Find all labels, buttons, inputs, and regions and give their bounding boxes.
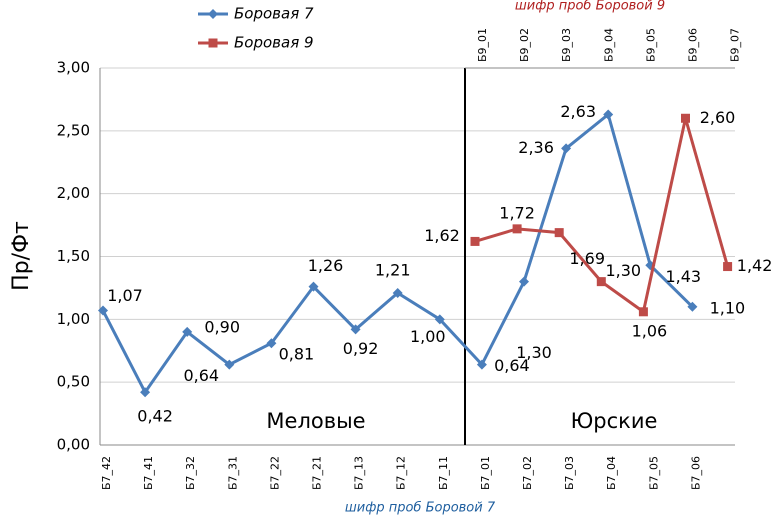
- marker: [476, 359, 487, 370]
- legend-marker: [208, 9, 218, 19]
- x-tick-label: Б7_03: [563, 456, 576, 490]
- x-axis-title: шифр проб Боровой 7: [345, 501, 496, 516]
- data-label: 1,00: [410, 327, 446, 346]
- marker: [182, 326, 193, 337]
- x-tick-label: Б7_31: [226, 456, 239, 490]
- data-label: 2,60: [700, 108, 736, 127]
- marker: [350, 324, 361, 335]
- marker: [308, 281, 319, 292]
- data-label: 1,42: [737, 256, 773, 275]
- marker: [723, 262, 733, 272]
- marker: [638, 307, 648, 317]
- data-label: 1,72: [499, 203, 535, 222]
- marker: [681, 113, 690, 123]
- x-tick-label: Б7_41: [142, 456, 155, 490]
- x-tick-label: Б7_02: [521, 456, 534, 490]
- x-tick-label: Б7_06: [689, 456, 702, 490]
- marker: [603, 109, 614, 120]
- x2-tick-label: Б9_04: [602, 28, 615, 62]
- marker: [392, 287, 403, 298]
- data-label: 0,42: [137, 407, 173, 426]
- data-label: 0,64: [183, 366, 219, 385]
- y-tick-label: 3,00: [57, 59, 90, 77]
- y-tick-label: 1,50: [57, 247, 90, 265]
- y-tick-label: 1,00: [57, 310, 90, 328]
- x-tick-label: Б7_32: [184, 456, 197, 490]
- marker: [266, 338, 277, 349]
- data-label: 1,07: [107, 286, 143, 305]
- y-tick-label: 2,50: [57, 121, 90, 139]
- marker: [687, 301, 698, 312]
- x-tick-label: Б7_12: [395, 456, 408, 490]
- marker: [512, 224, 522, 234]
- x-tick-label: Б7_11: [437, 456, 450, 490]
- data-label: 1,06: [632, 321, 668, 340]
- x2-tick-label: Б9_03: [560, 28, 573, 62]
- x2-tick-label: Б9_05: [644, 28, 657, 62]
- marker: [596, 277, 606, 287]
- data-label: 1,30: [516, 343, 552, 362]
- x2-axis-title: шифр проб Боровой 9: [515, 0, 665, 14]
- data-label: 1,30: [605, 261, 641, 280]
- data-label: 2,36: [518, 138, 554, 157]
- marker: [470, 236, 480, 246]
- data-label: 1,69: [569, 249, 605, 268]
- x-tick-label: Б7_21: [311, 456, 324, 490]
- x-tick-label: Б7_22: [268, 456, 281, 490]
- x-tick-label: Б7_04: [605, 456, 618, 490]
- legend-label: Боровая 7: [234, 5, 314, 23]
- x2-tick-label: Б9_06: [687, 28, 700, 62]
- marker: [554, 228, 564, 238]
- data-label: 0,81: [279, 345, 315, 364]
- marker: [561, 143, 572, 154]
- data-label: 0,64: [494, 356, 530, 375]
- y-axis-title: Пр/Фт: [9, 221, 34, 291]
- data-label: 1,43: [665, 267, 701, 286]
- marker: [224, 359, 235, 370]
- data-label: 1,21: [375, 260, 411, 279]
- x-tick-label: Б7_05: [647, 456, 660, 490]
- x2-tick-label: Б9_01: [476, 28, 489, 62]
- y-tick-label: 0,50: [57, 373, 90, 391]
- x2-tick-label: Б9_07: [729, 28, 742, 62]
- data-label: 1,62: [424, 226, 460, 245]
- data-label: 1,26: [308, 256, 344, 275]
- annotation: Юрские: [571, 409, 658, 433]
- x-tick-label: Б7_13: [353, 456, 366, 490]
- data-label: 0,92: [343, 339, 379, 358]
- annotation: Меловые: [266, 409, 365, 433]
- data-label: 1,10: [710, 298, 746, 317]
- marker: [519, 276, 529, 287]
- x2-tick-label: Б9_02: [518, 28, 531, 62]
- legend-label: Боровая 9: [234, 34, 314, 52]
- legend-marker: [208, 38, 218, 48]
- y-tick-label: 0,00: [57, 436, 90, 454]
- x-tick-label: Б7_01: [479, 456, 492, 490]
- x-tick-label: Б7_42: [100, 456, 113, 490]
- marker: [140, 387, 151, 398]
- marker: [434, 314, 445, 325]
- marker: [98, 305, 108, 316]
- data-label: 0,90: [204, 317, 240, 336]
- y-tick-label: 2,00: [57, 184, 90, 202]
- data-label: 2,63: [560, 102, 596, 121]
